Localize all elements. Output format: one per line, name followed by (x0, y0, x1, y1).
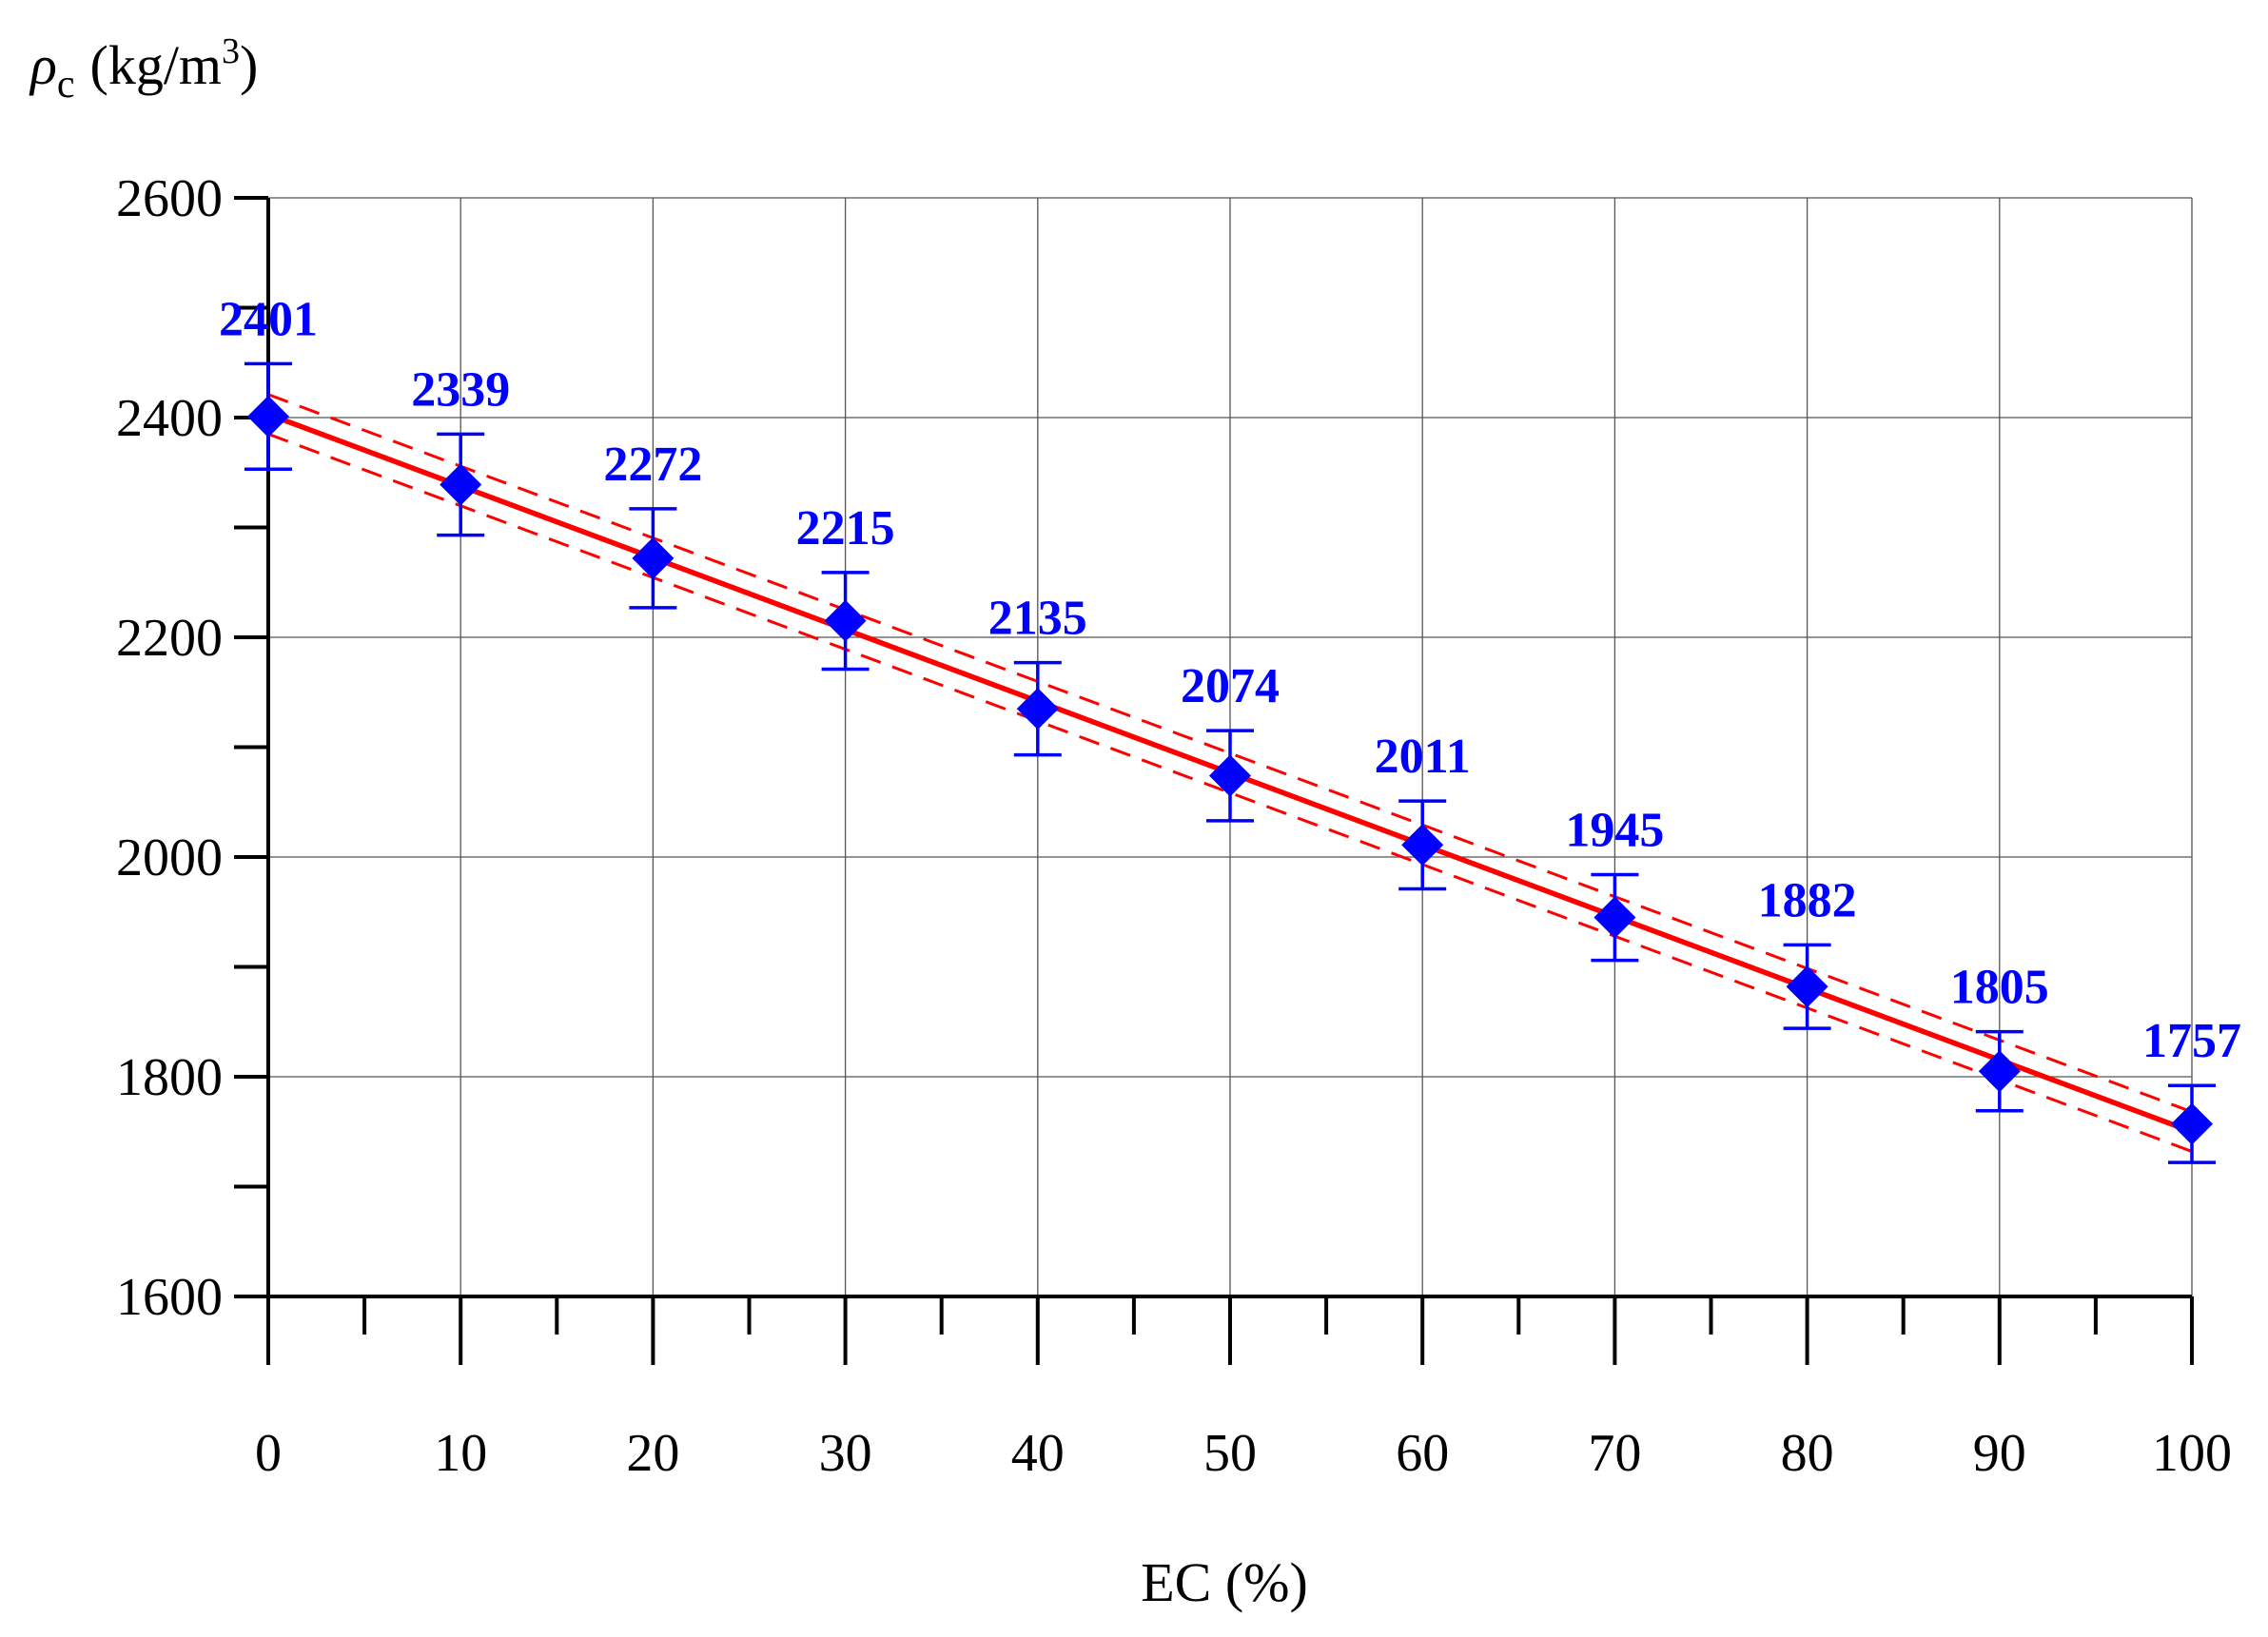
x-tick-label: 30 (819, 1424, 872, 1483)
y-axis-unit-close: ) (240, 34, 258, 96)
data-label: 1882 (1758, 873, 1857, 927)
x-tick-label: 90 (1973, 1424, 2026, 1483)
x-tick-label: 80 (1781, 1424, 1834, 1483)
data-point-marker (1401, 824, 1444, 867)
data-label: 2074 (1181, 659, 1280, 713)
data-label: 2401 (219, 292, 318, 346)
x-tick-label: 100 (2152, 1424, 2232, 1483)
x-tick-label: 10 (434, 1424, 487, 1483)
x-tick-label: 50 (1203, 1424, 1257, 1483)
data-point-marker (1593, 896, 1636, 939)
data-point-marker (1016, 688, 1059, 731)
y-axis-unit: (kg/m (90, 34, 223, 96)
x-tick-label: 0 (255, 1424, 282, 1483)
confidence-band-line (267, 393, 2193, 1114)
confidence-band-line (267, 432, 2193, 1153)
data-point-marker (2171, 1102, 2213, 1145)
y-tick-label: 2200 (116, 609, 223, 668)
data-label: 2339 (411, 362, 510, 417)
data-label: 1945 (1565, 803, 1664, 857)
y-tick-label: 2600 (116, 169, 223, 228)
data-point-marker (632, 536, 675, 579)
data-point-marker (440, 463, 482, 506)
x-tick-label: 70 (1588, 1424, 1641, 1483)
y-axis-symbol: ρ (29, 34, 57, 96)
y-tick-label: 1600 (116, 1268, 223, 1327)
y-tick-label: 2400 (116, 389, 223, 448)
data-point-marker (1978, 1050, 2021, 1093)
x-tick-label: 20 (626, 1424, 679, 1483)
data-label: 2215 (796, 501, 895, 555)
x-tick-label: 60 (1396, 1424, 1449, 1483)
data-label: 2272 (603, 438, 702, 492)
data-label: 1805 (1950, 961, 2049, 1015)
data-points: 2401 2339 2272 2215 2135 2074 2011 1945 1882 1805… (219, 292, 2241, 1164)
data-label: 2135 (988, 592, 1087, 646)
y-tick-label: 1800 (116, 1048, 223, 1107)
y-axis-subscript: c (57, 63, 75, 107)
tick-labels: 1600 1800 2000 2200 2400 2600 0 10 20 30 40 50 60 70 8… (116, 169, 2232, 1483)
data-label: 2011 (1375, 730, 1471, 784)
data-label: 1757 (2142, 1014, 2241, 1068)
data-point-marker (1786, 965, 1828, 1008)
y-tick-label: 2000 (116, 828, 223, 887)
x-tick-label: 40 (1011, 1424, 1065, 1483)
y-axis-unit-sup: 3 (222, 31, 240, 71)
data-point-marker (247, 395, 289, 438)
y-axis-title: ρc (kg/m3) (29, 31, 258, 107)
x-axis-title: EC (%) (1141, 1551, 1308, 1613)
axes (234, 196, 2194, 1365)
data-point-marker (824, 599, 867, 642)
data-point-marker (1209, 754, 1251, 797)
